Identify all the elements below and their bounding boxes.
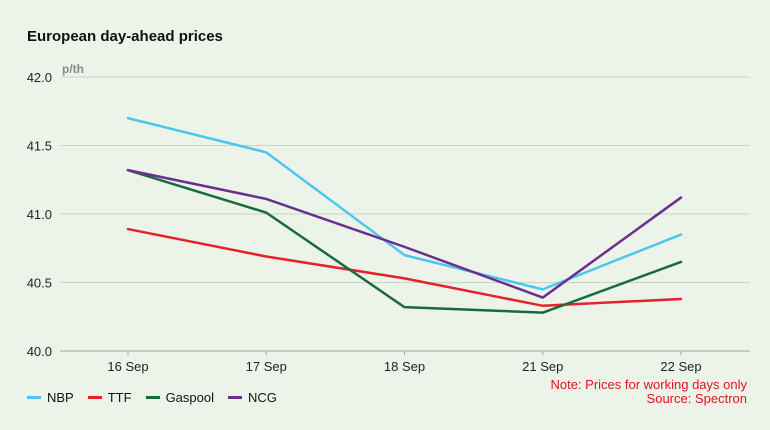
legend-label: NCG <box>247 390 277 405</box>
gridlines <box>60 76 750 283</box>
legend-item-ncg: NCG <box>227 390 277 405</box>
x-tick-label: 22 Sep <box>660 359 701 374</box>
x-tick-label: 17 Sep <box>246 359 287 374</box>
y-unit-label: p/th <box>62 62 84 76</box>
legend-item-nbp: NBP <box>27 390 74 405</box>
x-tick-label: 16 Sep <box>107 359 148 374</box>
x-tick-label: 18 Sep <box>384 359 425 374</box>
series-line-ncg <box>126 168 683 299</box>
series-line-nbp <box>126 116 683 291</box>
x-tick-label: 21 Sep <box>522 359 563 374</box>
legend: NBP TTF Gaspool NCG <box>27 390 277 405</box>
series-line-gaspool <box>126 168 683 314</box>
legend-item-gaspool: Gaspool <box>145 390 214 405</box>
y-tick-label: 41.0 <box>27 207 52 222</box>
y-tick-label: 40.5 <box>27 276 52 291</box>
y-tick-label: 40.0 <box>27 344 52 359</box>
series-lines <box>126 116 683 314</box>
legend-item-ttf: TTF <box>87 390 132 405</box>
y-tick-label: 41.5 <box>27 139 52 154</box>
legend-label: Gaspool <box>165 390 214 405</box>
axes: 40.0 40.5 41.0 41.5 42.0 p/th 16 Sep 17 Sep 18 S… <box>27 62 750 374</box>
legend-label: TTF <box>107 390 132 405</box>
legend-swatch <box>27 396 41 399</box>
legend-swatch <box>145 396 160 399</box>
y-tick-label: 42.0 <box>27 70 52 85</box>
note-source: Source: Spectron <box>646 391 747 406</box>
chart-title: European day-ahead prices <box>27 28 223 45</box>
series-line-ttf <box>126 227 683 308</box>
legend-swatch <box>227 396 242 399</box>
legend-swatch <box>87 396 102 399</box>
legend-label: NBP <box>47 390 74 405</box>
chart-notes: Note: Prices for working days only Sourc… <box>550 378 747 406</box>
note-working-days: Note: Prices for working days only <box>550 377 747 392</box>
